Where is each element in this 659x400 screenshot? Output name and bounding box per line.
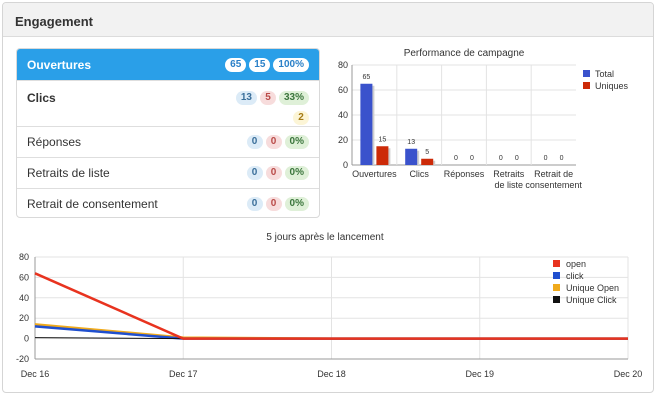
list-item-clics[interactable]: Clics 13 5 33% 2	[17, 80, 319, 126]
legend-label: click	[566, 271, 584, 281]
bar	[360, 83, 373, 165]
total-badge: 0	[246, 135, 263, 149]
y-tick-label: 60	[338, 85, 348, 95]
y-tick-label: 80	[338, 60, 348, 70]
engagement-list: Ouvertures 65 15 100% Clics 13 5 33% 2 R…	[16, 48, 320, 218]
rate-badge: 33%	[278, 91, 309, 105]
x-tick-label: Clics	[409, 169, 429, 179]
x-tick-label: Dec 20	[614, 369, 643, 379]
legend-label: Uniques	[595, 81, 629, 91]
list-item-retrait-de-consentement[interactable]: Retrait de consentement 0 0 0%	[17, 188, 319, 217]
x-tick-label: Dec 16	[21, 369, 50, 379]
x-tick-label: Dec 18	[317, 369, 346, 379]
legend-swatch	[553, 284, 560, 291]
campaign-performance-chart: Performance de campagne 0 20 40 60 80 65 15 Ouve…	[338, 48, 629, 190]
legend-swatch	[553, 296, 560, 303]
chart-title: Performance de campagne	[404, 48, 525, 59]
legend-swatch	[583, 70, 590, 77]
x-tick-label: consentement	[525, 180, 582, 190]
list-item-label: Ouvertures	[27, 57, 92, 72]
launch-line-chart: 5 jours après le lancement -20 0 20 40 60 80 De…	[16, 232, 643, 379]
y-tick-label: -20	[16, 354, 29, 364]
engagement-panel: Engagement Ouvertures 65 15 100% Clics 1…	[2, 2, 654, 393]
list-item-label: Retraits de liste	[27, 166, 110, 180]
rate-badge: 100%	[273, 57, 309, 72]
x-tick-label: Dec 17	[169, 369, 198, 379]
rate-badge: 0%	[284, 197, 309, 211]
y-tick-label: 80	[19, 252, 29, 262]
legend-label: Unique Click	[566, 295, 617, 305]
extra-badge: 2	[293, 111, 309, 125]
bar-value-label: 0	[499, 155, 503, 162]
legend-label: Unique Open	[566, 283, 619, 293]
bar-value-label: 65	[363, 74, 371, 81]
x-tick-label: Retrait de	[534, 169, 573, 179]
bar-value-label: 5	[425, 149, 429, 156]
bar	[405, 148, 418, 165]
bar-value-label: 13	[407, 139, 415, 146]
unique-badge: 5	[259, 91, 276, 105]
legend-swatch	[583, 82, 590, 89]
list-item-label: Retrait de consentement	[27, 197, 158, 211]
bar	[376, 146, 389, 165]
legend-label: Total	[595, 69, 614, 79]
x-tick-label: Ouvertures	[352, 169, 397, 179]
y-tick-label: 40	[338, 110, 348, 120]
bar-value-label: 0	[470, 155, 474, 162]
y-tick-label: 20	[19, 313, 29, 323]
x-tick-label: Réponses	[444, 169, 485, 179]
bar-value-label: 0	[454, 155, 458, 162]
x-tick-label: Dec 19	[465, 369, 494, 379]
total-badge: 65	[225, 57, 247, 72]
series-line	[34, 272, 628, 340]
bar-value-label: 15	[379, 136, 387, 143]
y-tick-label: 60	[19, 272, 29, 282]
y-tick-label: 40	[19, 293, 29, 303]
unique-badge: 0	[265, 197, 282, 211]
rate-badge: 0%	[284, 135, 309, 149]
unique-badge: 15	[249, 57, 271, 72]
y-tick-label: 0	[24, 334, 29, 344]
legend-swatch	[553, 260, 560, 267]
panel-header: Engagement	[3, 3, 653, 37]
bar	[421, 158, 434, 165]
panel-title: Engagement	[15, 14, 94, 29]
rate-badge: 0%	[284, 166, 309, 180]
list-item-retraits-de-liste[interactable]: Retraits de liste 0 0 0%	[17, 157, 319, 188]
list-item-ouvertures[interactable]: Ouvertures 65 15 100%	[17, 49, 319, 80]
legend-swatch	[553, 272, 560, 279]
bar-value-label: 0	[560, 155, 564, 162]
bar-value-label: 0	[515, 155, 519, 162]
x-tick-label: Retraits	[493, 169, 525, 179]
unique-badge: 0	[265, 135, 282, 149]
list-item-label: Clics	[27, 91, 56, 105]
x-tick-label: de liste	[495, 180, 524, 190]
total-badge: 13	[235, 91, 257, 105]
unique-badge: 0	[265, 166, 282, 180]
list-item-reponses[interactable]: Réponses 0 0 0%	[17, 126, 319, 157]
y-tick-label: 0	[343, 160, 348, 170]
chart-title: 5 jours après le lancement	[266, 232, 384, 243]
list-item-label: Réponses	[27, 135, 82, 149]
y-tick-label: 20	[338, 135, 348, 145]
total-badge: 0	[246, 166, 263, 180]
total-badge: 0	[246, 197, 263, 211]
bar-value-label: 0	[544, 155, 548, 162]
legend-label: open	[566, 259, 586, 269]
